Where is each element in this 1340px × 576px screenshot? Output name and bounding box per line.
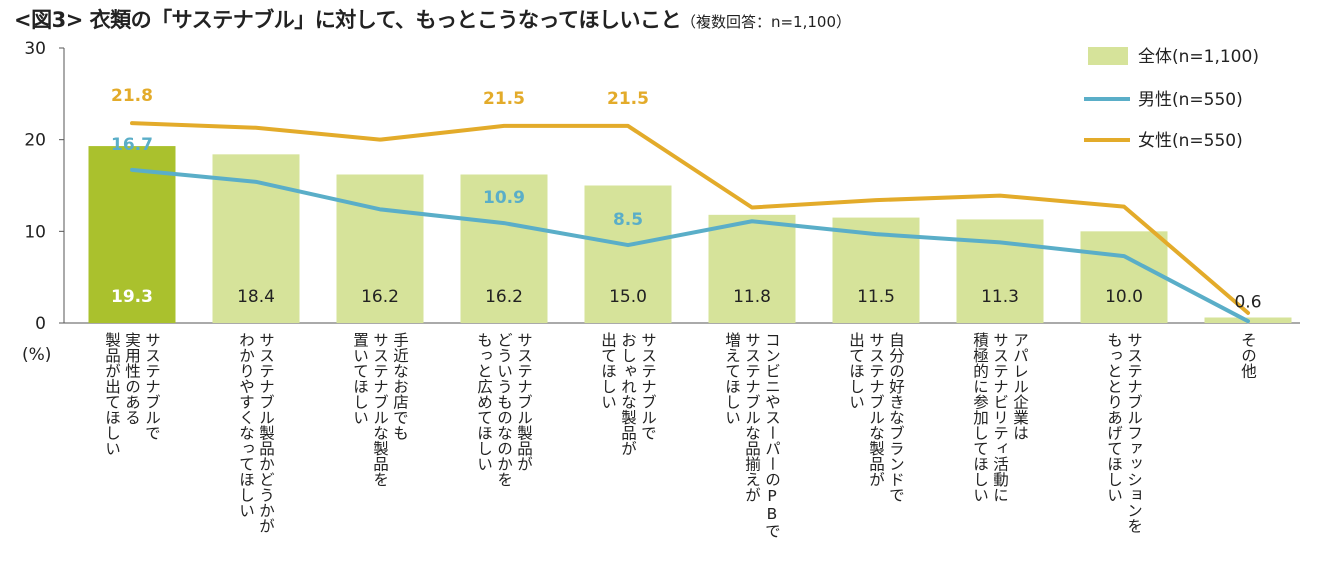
bar	[956, 219, 1044, 323]
category-label: サステナブルファッションを	[1125, 332, 1143, 534]
bar	[708, 214, 796, 323]
legend-label: 全体(n=1,100)	[1138, 47, 1259, 67]
bar	[336, 174, 424, 323]
legend-label: 男性(n=550)	[1138, 90, 1243, 110]
category-label: 自分の好きなブランドで	[887, 332, 905, 503]
category-label: 置いてほしい	[351, 332, 369, 425]
category-label: 積極的に参加してほしい	[971, 332, 989, 503]
bar-value-label: 10.0	[1105, 287, 1143, 307]
bar	[584, 185, 672, 323]
bar-value-label: 11.5	[857, 287, 895, 307]
bar-value-label: 11.3	[981, 287, 1019, 307]
bar-value-label: 0.6	[1234, 293, 1261, 313]
bar-value-label: 16.2	[361, 287, 399, 307]
chart-subtitle: （複数回答：n=1,100）	[680, 13, 851, 31]
legend-swatch-bar	[1088, 47, 1128, 65]
chart-title: <図3> 衣類の「サステナブル」に対して、もっとこうなってほしいこと（複数回答：…	[14, 4, 851, 34]
category-label: コンビニやスーパーのPBで	[763, 332, 781, 539]
category-label: どういうものなのかを	[495, 332, 513, 487]
category-label: 増えてほしい	[723, 332, 741, 425]
bar-value-label: 11.8	[733, 287, 771, 307]
bar	[460, 174, 548, 323]
category-label: アパレル企業は	[1011, 332, 1029, 441]
category-label: 出てほしい	[599, 332, 617, 410]
category-label: サステナブルな製品を	[371, 332, 389, 487]
legend-label: 女性(n=550)	[1138, 131, 1243, 151]
bar-value-label: 16.2	[485, 287, 523, 307]
female-value-label: 21.8	[111, 86, 153, 106]
category-label: もっととりあげてほしい	[1105, 332, 1123, 503]
category-label: サステナビリティ活動に	[991, 332, 1009, 503]
category-label: サステナブル製品かどうかが	[257, 332, 275, 534]
male-value-label: 8.5	[613, 210, 643, 230]
legend: 全体(n=1,100) 男性(n=550) 女性(n=550)	[1084, 47, 1259, 151]
bar-value-label: 18.4	[237, 287, 275, 307]
category-label: おしゃれな製品が	[619, 332, 637, 457]
lines-layer	[130, 121, 1250, 324]
y-tick-label: 20	[24, 131, 46, 151]
category-label: サステナブルな製品が	[867, 332, 885, 487]
category-label: サステナブルで	[639, 332, 657, 441]
bar	[1080, 231, 1168, 323]
female-value-label: 21.5	[607, 89, 649, 109]
y-tick-label: 10	[24, 222, 46, 242]
category-label: その他	[1239, 332, 1257, 380]
category-label: 実用性のある	[123, 332, 141, 425]
male-value-label: 16.7	[111, 135, 153, 155]
labels-layer: 19.3 18.4 16.2 16.2 15.0 11.8 11.5 11.3 10.0 0.6 2…	[111, 86, 1262, 312]
male-value-label: 10.9	[483, 188, 525, 208]
category-label: わかりやすくなってほしい	[237, 332, 255, 518]
category-label: サステナブル製品が	[515, 332, 533, 472]
bar-value-label: 19.3	[111, 287, 153, 307]
y-tick-label: 0	[35, 314, 46, 334]
y-tick-label: 30	[24, 39, 46, 59]
category-label: 出てほしい	[847, 332, 865, 410]
bar-value-label: 15.0	[609, 287, 647, 307]
y-axis-label: (%)	[22, 345, 51, 365]
bar	[88, 146, 176, 323]
female-value-label: 21.5	[483, 89, 525, 109]
category-label: 手近なお店でも	[391, 332, 409, 441]
category-label: もっと広めてほしい	[475, 332, 493, 472]
series-line	[130, 167, 1250, 324]
category-label: サステナブルで	[143, 332, 161, 441]
chart-title-main: <図3> 衣類の「サステナブル」に対して、もっとこうなってほしいこと	[14, 8, 681, 32]
category-label: サステナブルな品揃えが	[743, 332, 761, 503]
category-label: 製品が出てほしい	[103, 332, 121, 456]
series-line	[130, 121, 1250, 315]
